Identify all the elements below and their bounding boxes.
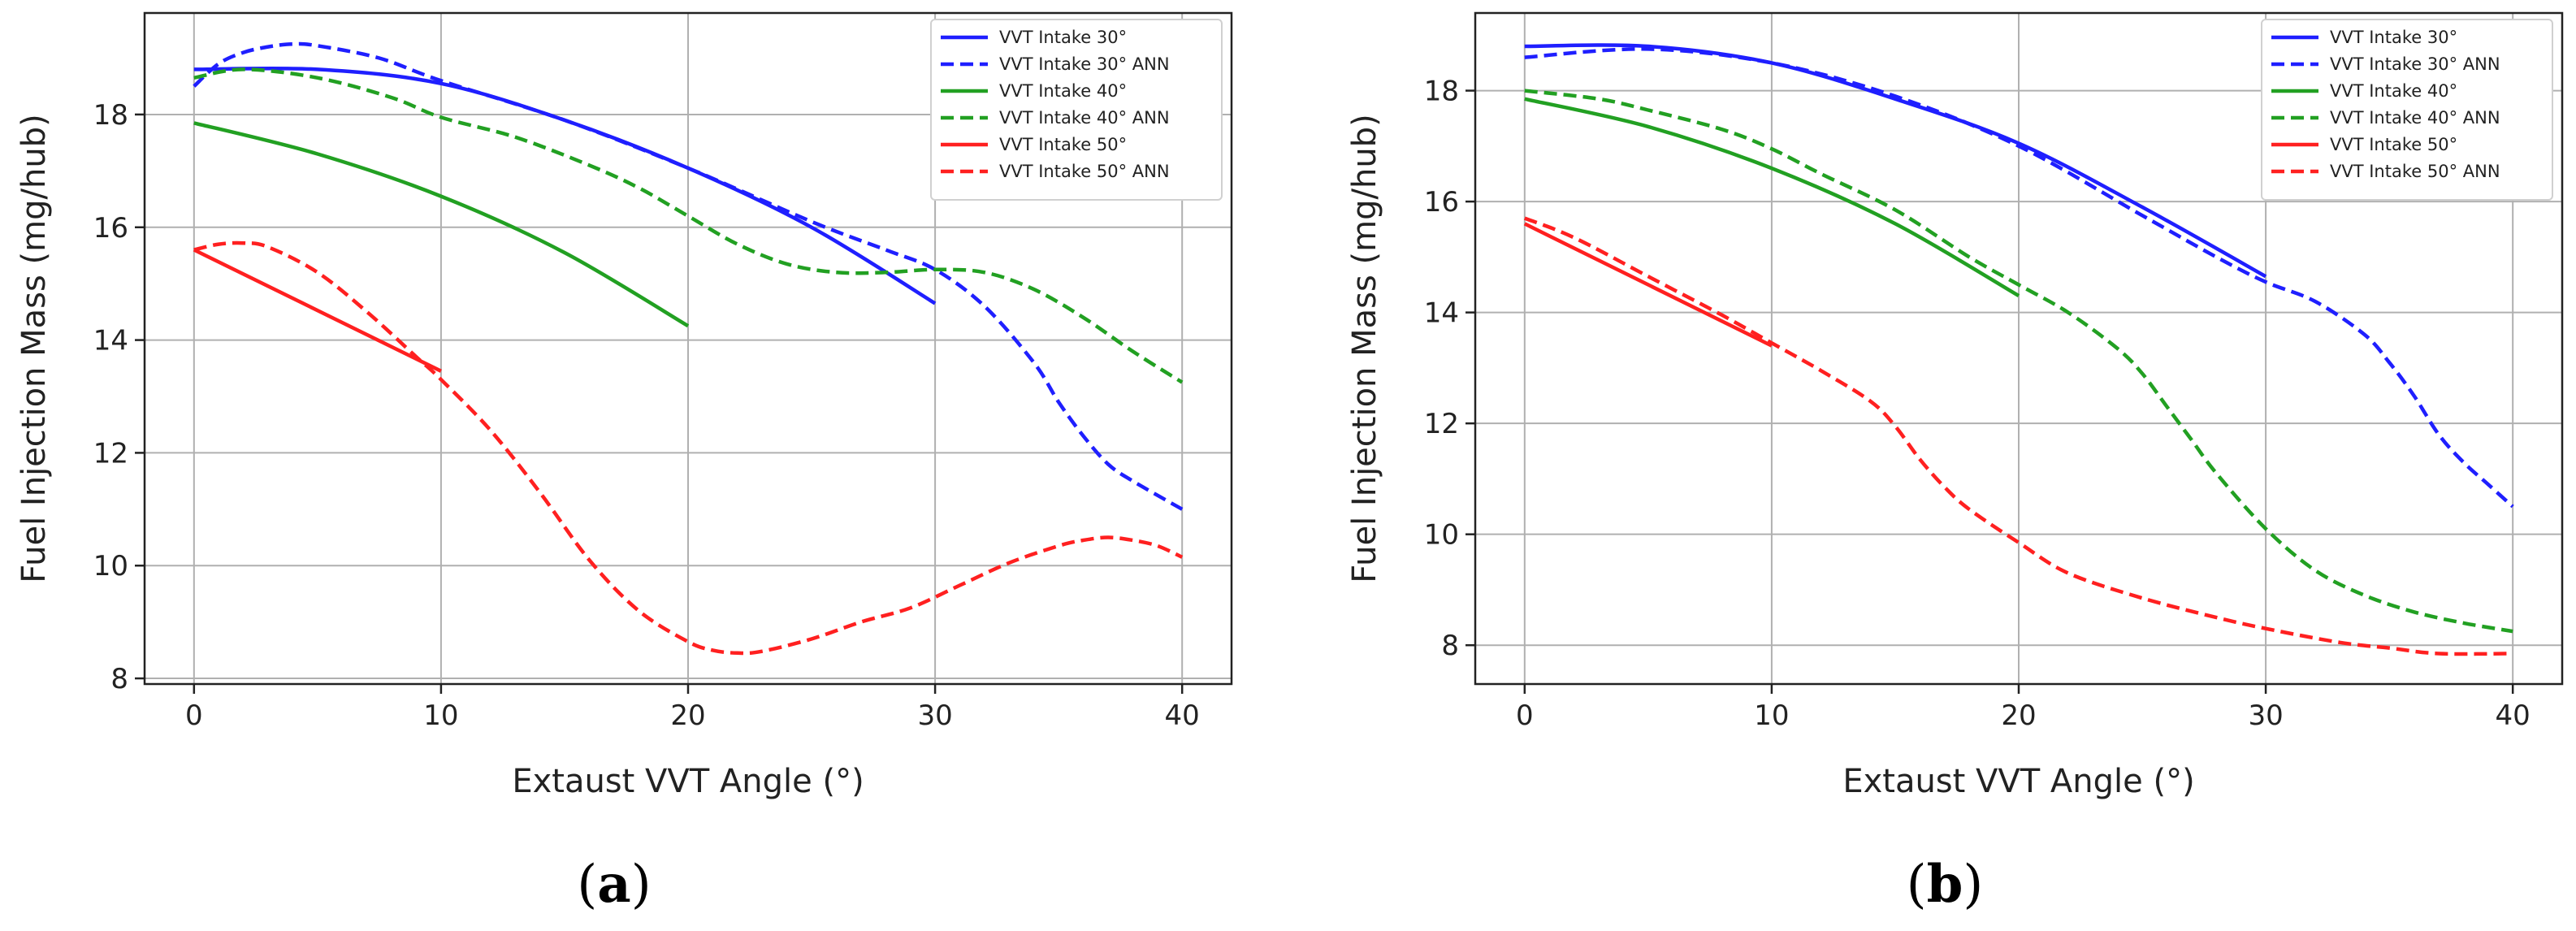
legend-box (930, 19, 1223, 201)
legend-label: VVT Intake 40° ANN (2330, 108, 2500, 128)
x-tick-label: 20 (670, 699, 705, 732)
series-line-1 (1524, 47, 2514, 509)
series-line-4 (1523, 222, 1773, 348)
x-tick-label: 20 (2001, 699, 2036, 732)
x-tick-label: 0 (1516, 699, 1534, 732)
legend-label: VVT Intake 50° ANN (999, 162, 1170, 181)
y-axis-ticks: 8 10 12 14 16 18 (93, 99, 145, 695)
y-tick-label: 10 (93, 550, 128, 582)
legend-label: VVT Intake 50° (999, 135, 1127, 154)
x-tick-label: 0 (185, 699, 203, 732)
grid-lines (145, 13, 1232, 684)
y-tick-label: 18 (93, 99, 128, 132)
legend: VVT Intake 30° VVT Intake 30° ANN VVT Inta… (930, 19, 1223, 201)
legend-entries: VVT Intake 30° VVT Intake 30° ANN VVT Inta… (941, 28, 1170, 181)
y-tick-label: 16 (1424, 186, 1459, 219)
y-tick-label: 8 (1441, 630, 1459, 662)
legend-label: VVT Intake 30° (999, 28, 1127, 47)
legend-label: VVT Intake 30° ANN (2330, 54, 2500, 74)
legend-label: VVT Intake 30° ANN (999, 54, 1170, 74)
y-axis-title: Fuel Injection Mass (mg/hub) (15, 114, 53, 582)
series-line-1 (193, 41, 1184, 511)
series-group (193, 41, 1184, 656)
y-tick-label: 10 (1424, 519, 1459, 552)
y-tick-label: 12 (93, 437, 128, 470)
series-line-3 (193, 67, 1184, 384)
series-line-0 (1524, 43, 2267, 279)
legend-label: VVT Intake 40° ANN (999, 108, 1170, 128)
series-group (1523, 43, 2514, 656)
y-tick-label: 18 (1424, 76, 1459, 108)
y-axis-title: Fuel Injection Mass (mg/hub) (1346, 114, 1383, 582)
legend-label: VVT Intake 40° (999, 81, 1127, 101)
x-tick-label: 10 (1754, 699, 1789, 732)
x-tick-label: 30 (917, 699, 952, 732)
series-line-0 (193, 66, 937, 305)
x-tick-label: 10 (423, 699, 458, 732)
chart-panel-a: 0 10 20 30 40 8 10 12 14 16 18 Extaust VVT Angle … (15, 11, 1233, 915)
y-tick-label: 8 (110, 663, 128, 695)
x-axis-title: Extaust VVT Angle (°) (512, 763, 864, 800)
series-line-5 (1523, 216, 2513, 656)
panel-caption: (a) (577, 854, 651, 915)
series-line-4 (193, 248, 442, 373)
x-tick-label: 30 (2248, 699, 2283, 732)
y-tick-label: 14 (93, 325, 128, 357)
x-axis-ticks: 0 10 20 30 40 (185, 684, 1200, 732)
legend-label: VVT Intake 50° ANN (2330, 162, 2500, 181)
legend-label: VVT Intake 40° (2330, 81, 2457, 101)
legend-label: VVT Intake 30° (2330, 28, 2457, 47)
legend-entries: VVT Intake 30° VVT Intake 30° ANN VVT Inta… (2271, 28, 2500, 181)
y-tick-label: 12 (1424, 408, 1459, 440)
x-axis-title: Extaust VVT Angle (°) (1842, 763, 2194, 800)
y-tick-label: 16 (93, 212, 128, 245)
series-line-3 (1524, 89, 2513, 634)
panel-caption: (b) (1907, 854, 1984, 915)
series-line-5 (193, 240, 1184, 656)
chart-panel-b: 0 10 20 30 40 8 10 12 14 16 18 Extaust VVT Angle … (1346, 11, 2564, 915)
legend: VVT Intake 30° VVT Intake 30° ANN VVT Inta… (2261, 19, 2553, 201)
legend-label: VVT Intake 50° (2330, 135, 2457, 154)
series-line-2 (193, 121, 690, 328)
y-tick-label: 14 (1424, 297, 1459, 330)
legend-box (2261, 19, 2553, 201)
y-axis-ticks: 8 10 12 14 16 18 (1424, 76, 1475, 662)
x-tick-label: 40 (2496, 699, 2531, 732)
series-line-2 (1524, 97, 2020, 298)
x-tick-label: 40 (1165, 699, 1200, 732)
x-axis-ticks: 0 10 20 30 40 (1516, 684, 2531, 732)
